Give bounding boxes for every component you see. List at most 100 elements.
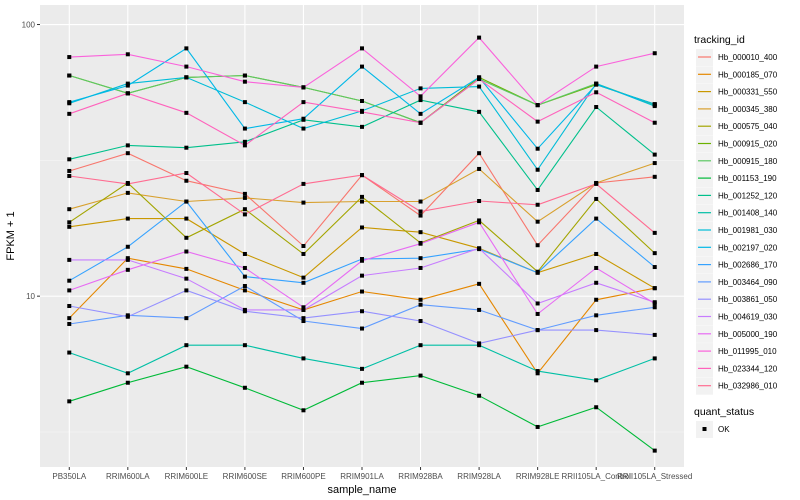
data-point-hb_000345_380 [360, 199, 364, 204]
data-point-hb_004619_030 [301, 307, 306, 312]
data-point-hb_002686_170 [125, 244, 130, 249]
data-point-hb_011995_010 [535, 103, 540, 108]
data-point-hb_001153_190 [477, 393, 482, 398]
data-point-hb_004619_030 [594, 280, 599, 285]
data-point-hb_002686_170 [652, 265, 657, 270]
data-point-hb_023344_120 [301, 100, 306, 105]
data-point-hb_002197_020 [67, 100, 72, 105]
data-point-hb_000331_550 [418, 230, 423, 235]
legend-label: Hb_003464_090 [718, 278, 778, 287]
data-point-hb_001408_140 [67, 350, 72, 355]
legend-label: Hb_004619_030 [718, 313, 778, 322]
data-point-hb_023344_120 [184, 110, 189, 115]
data-point-hb_003464_090 [301, 319, 306, 324]
data-point-hb_032986_010 [301, 181, 306, 186]
data-point-hb_000575_040 [360, 194, 364, 199]
data-point-hb_000575_040 [67, 220, 72, 225]
data-point-hb_002197_020 [535, 146, 540, 151]
data-point-hb_003861_050 [125, 314, 130, 319]
data-point-hb_004619_030 [184, 276, 189, 281]
data-point-hb_001252_120 [67, 157, 72, 162]
data-point-hb_000010_400 [67, 168, 72, 173]
data-point-hb_011995_010 [184, 64, 189, 69]
y-tick-label: 100 [22, 21, 36, 30]
data-point-hb_002197_020 [242, 126, 247, 131]
data-point-hb_004619_030 [477, 246, 482, 251]
data-point-hb_011995_010 [594, 64, 599, 69]
data-point-hb_005000_190 [301, 305, 306, 310]
data-point-hb_003464_090 [242, 283, 247, 288]
data-point-hb_032986_010 [418, 209, 423, 214]
legend-label: Hb_002197_020 [718, 243, 778, 252]
data-point-hb_000345_380 [652, 161, 657, 166]
data-point-hb_011995_010 [652, 51, 657, 56]
x-tick-label: PB350LA [52, 472, 86, 481]
data-point-hb_003861_050 [301, 316, 306, 321]
data-point-hb_002686_170 [242, 274, 247, 279]
data-point-hb_000010_400 [418, 213, 423, 218]
data-point-hb_011995_010 [125, 52, 130, 57]
data-point-hb_005000_190 [184, 249, 189, 254]
data-point-hb_002197_020 [418, 111, 423, 116]
data-point-hb_002197_020 [125, 83, 130, 88]
legend-label: Hb_000185_070 [718, 70, 778, 79]
data-point-hb_005000_190 [125, 267, 130, 272]
data-point-hb_001153_190 [360, 380, 364, 385]
data-point-hb_000575_040 [652, 251, 657, 256]
x-axis-title: sample_name [327, 484, 396, 496]
data-point-hb_001981_030 [301, 126, 306, 131]
data-point-hb_001408_140 [594, 378, 599, 383]
data-point-hb_011995_010 [360, 46, 364, 51]
data-point-hb_001153_190 [418, 373, 423, 378]
data-point-hb_005000_190 [477, 220, 482, 225]
data-point-hb_001408_140 [360, 366, 364, 371]
legend-label: Hb_001153_190 [718, 174, 777, 183]
data-point-hb_001981_030 [535, 167, 540, 172]
data-point-hb_001981_030 [242, 100, 247, 105]
data-point-hb_001981_030 [184, 75, 189, 80]
legend-label: Hb_001408_140 [718, 209, 778, 218]
legend-label: Hb_000575_040 [718, 122, 778, 131]
data-point-hb_000345_380 [301, 200, 306, 205]
data-point-hb_032986_010 [652, 230, 657, 235]
data-point-hb_000331_550 [301, 275, 306, 280]
x-tick-label: RRIM600SE [223, 472, 267, 481]
legend-label: Hb_023344_120 [718, 364, 778, 373]
data-point-hb_011995_010 [67, 55, 72, 60]
data-point-hb_000185_070 [477, 281, 482, 286]
data-point-hb_003464_090 [594, 313, 599, 318]
data-point-hb_004619_030 [125, 257, 130, 262]
data-point-hb_000010_400 [477, 151, 482, 156]
data-point-hb_032986_010 [535, 202, 540, 207]
data-point-hb_023344_120 [67, 111, 72, 116]
data-point-hb_000010_400 [301, 243, 306, 248]
data-point-hb_032986_010 [477, 199, 482, 204]
data-point-hb_003861_050 [67, 303, 72, 308]
data-point-hb_001153_190 [652, 448, 657, 453]
data-point-hb_002686_170 [67, 278, 72, 283]
legend-items: Hb_000010_400 Hb_000185_070 Hb_000331_550 H… [696, 49, 778, 395]
data-point-hb_001252_120 [652, 152, 657, 157]
data-point-hb_000345_380 [67, 207, 72, 212]
data-point-hb_023344_120 [360, 109, 364, 114]
data-point-hb_001153_190 [184, 364, 189, 369]
data-point-hb_000345_380 [477, 166, 482, 171]
legend-label: Hb_001252_120 [718, 191, 778, 200]
data-point-hb_001153_190 [301, 408, 306, 413]
data-point-hb_023344_120 [242, 143, 247, 148]
data-point-hb_004619_030 [242, 307, 247, 312]
data-point-hb_000185_070 [360, 289, 364, 294]
data-point-hb_000915_180 [67, 73, 72, 78]
data-point-hb_032986_010 [184, 171, 189, 176]
data-point-hb_002197_020 [301, 116, 306, 121]
legend-shape-label: OK [718, 425, 730, 434]
data-point-hb_000185_070 [535, 371, 540, 376]
data-point-hb_023344_120 [125, 91, 130, 96]
data-point-hb_023344_120 [535, 119, 540, 124]
data-point-hb_011995_010 [477, 35, 482, 40]
data-point-hb_003861_050 [184, 288, 189, 293]
data-point-hb_000331_550 [184, 216, 189, 221]
data-point-hb_023344_120 [594, 90, 599, 95]
data-point-hb_005000_190 [67, 288, 72, 293]
